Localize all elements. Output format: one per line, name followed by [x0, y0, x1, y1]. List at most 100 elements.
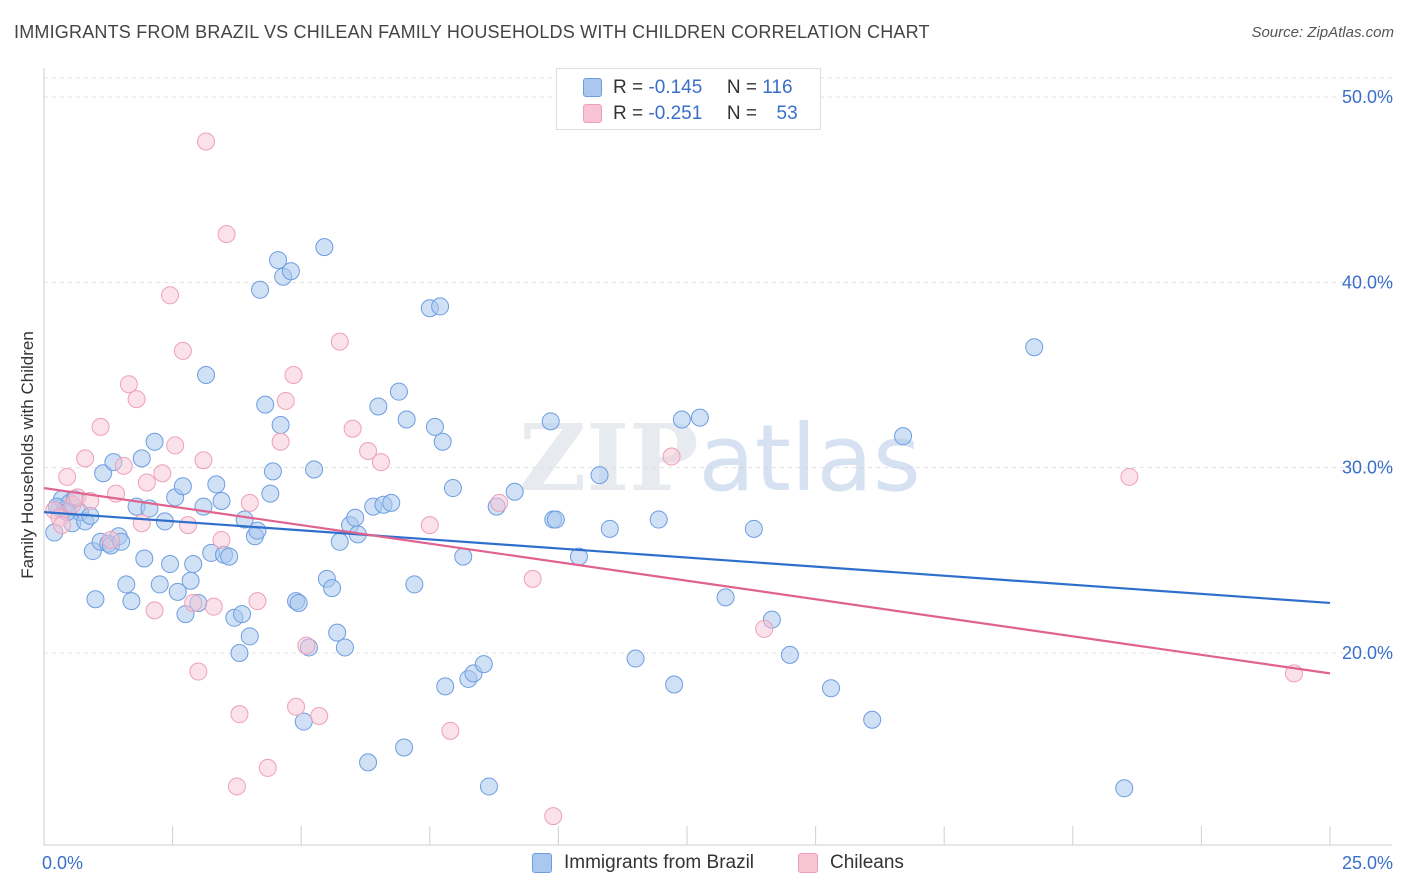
n-label: N =	[726, 103, 757, 124]
brazil-point	[256, 395, 275, 414]
chile-point	[755, 619, 774, 638]
brazil-point	[168, 582, 187, 601]
n-value: 53	[776, 103, 798, 124]
brazil-point	[369, 397, 388, 416]
brazil-point	[716, 588, 735, 607]
brazil-point	[173, 477, 192, 496]
brazil-point	[425, 417, 444, 436]
brazil-point	[94, 464, 113, 483]
chile-point	[217, 225, 236, 244]
tick-labels: 20.0% 30.0% 40.0% 50.0% 0.0% 25.0%	[42, 87, 1393, 873]
chile-point	[119, 375, 138, 394]
brazil-point	[263, 462, 282, 481]
chile-point	[1120, 467, 1139, 486]
legend-label-brazil: Immigrants from Brazil	[564, 852, 755, 873]
chile-point	[544, 807, 563, 826]
brazil-point	[335, 638, 354, 657]
brazil-point	[780, 645, 799, 664]
x-tick-label: 25.0%	[1342, 853, 1393, 873]
brazil-point	[251, 280, 270, 299]
r-value: -0.145	[648, 77, 703, 98]
brazil-point	[649, 510, 668, 529]
n-value: 116	[762, 77, 793, 98]
brazil-point	[894, 427, 913, 446]
chile-point	[271, 432, 290, 451]
brazil-point	[86, 590, 105, 609]
brazil-point	[281, 262, 300, 281]
x-tick-label: 0.0%	[42, 853, 83, 873]
brazil-point	[443, 479, 462, 498]
brazil-point	[590, 466, 609, 485]
source-label: Source: ZipAtlas.com	[1251, 24, 1394, 41]
chile-point	[76, 449, 95, 468]
r-label: R =	[613, 103, 644, 124]
chile-point	[276, 391, 295, 410]
brazil-point	[436, 677, 455, 696]
brazil-point	[261, 484, 280, 503]
chile-point	[161, 286, 180, 305]
brazil-point	[863, 710, 882, 729]
y-tick-label: 30.0%	[1342, 458, 1393, 478]
chile-point	[420, 516, 439, 535]
chile-point	[101, 530, 120, 549]
brazil-point	[323, 579, 342, 598]
chile-point	[230, 705, 249, 724]
chile-points	[45, 132, 1303, 826]
brazil-point	[1025, 338, 1044, 357]
brazil-point	[220, 547, 239, 566]
brazil-point	[161, 555, 180, 574]
y-tick-label: 40.0%	[1342, 272, 1393, 292]
brazil-point	[433, 432, 452, 451]
brazil-point	[672, 410, 691, 429]
chile-point	[284, 366, 303, 384]
brazil-point	[431, 297, 450, 316]
chile-point	[523, 569, 542, 588]
chile-point	[330, 332, 349, 351]
brazil-point	[822, 679, 841, 698]
brazil-point	[132, 449, 151, 468]
chile-point	[490, 493, 509, 512]
brazil-point	[315, 238, 334, 257]
chile-point	[166, 436, 185, 455]
r-label: R =	[613, 77, 644, 98]
brazil-point	[233, 605, 252, 624]
chile-legend-swatch	[798, 853, 818, 873]
chile-point	[197, 132, 216, 151]
chile-point	[258, 758, 277, 777]
brazil-points	[45, 238, 1134, 798]
brazil-point	[479, 777, 498, 796]
chile-point	[184, 593, 203, 612]
brazil-point	[541, 412, 560, 431]
chile-point	[297, 636, 316, 655]
brazil-point	[1115, 779, 1134, 798]
brazil-point	[181, 571, 200, 590]
n-label: N =	[726, 77, 757, 98]
series-legend: Immigrants from Brazil Chileans	[0, 852, 1406, 876]
legend-label-chile: Chileans	[830, 852, 904, 873]
chile-point	[212, 530, 231, 549]
chile-point	[53, 516, 72, 535]
brazil-point	[240, 627, 259, 646]
brazil-point	[207, 475, 226, 494]
chile-point	[127, 390, 146, 409]
brazil-point	[744, 519, 763, 538]
trend-lines	[43, 486, 1331, 675]
chile-point	[132, 514, 151, 533]
brazil-point	[328, 623, 347, 642]
brazil-point	[382, 493, 401, 512]
chile-point	[114, 456, 133, 475]
chile-point	[145, 601, 164, 620]
chile-point	[91, 417, 110, 436]
watermark: ZIPatlas	[519, 404, 921, 512]
chile-point	[310, 707, 329, 726]
chart-title: IMMIGRANTS FROM BRAZIL VS CHILEAN FAMILY…	[14, 22, 930, 42]
brazil-point	[690, 408, 709, 427]
chile-point	[287, 697, 306, 716]
chile-point	[58, 467, 77, 486]
brazil-point	[289, 593, 308, 612]
brazil-point	[269, 251, 288, 270]
chile-point	[441, 721, 460, 740]
brazil-swatch	[583, 78, 602, 97]
brazil-point	[197, 366, 216, 384]
